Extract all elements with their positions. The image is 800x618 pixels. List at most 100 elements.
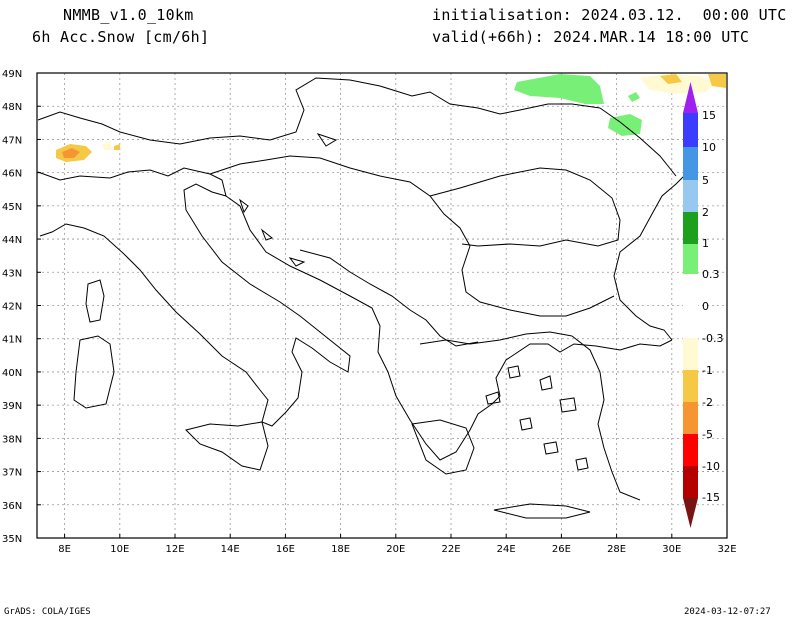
colorbar-label: -1	[702, 364, 713, 377]
field-title: 6h Acc.Snow [cm/6h]	[32, 28, 210, 46]
island-4	[316, 133, 338, 147]
lat-label: 48N	[2, 102, 22, 113]
turkey-coast	[571, 335, 641, 501]
adriatic-east-coast	[225, 195, 673, 461]
lat-label: 45N	[2, 202, 22, 213]
aegean-island-1	[507, 365, 521, 379]
aegean-island-3	[559, 397, 577, 413]
border-bulgaria	[461, 245, 615, 317]
model-title: NMMB_v1.0_10km	[63, 6, 194, 24]
island-2	[260, 228, 274, 241]
colorbar-label: 0.3	[702, 268, 720, 281]
border-romania	[429, 167, 621, 247]
colorbar-label: -5	[702, 428, 713, 441]
border-ukraine	[599, 107, 677, 177]
lon-label: 22E	[441, 544, 460, 555]
lat-label: 42N	[2, 302, 22, 313]
lat-lon-grid	[37, 73, 727, 538]
aegean-island-5	[543, 441, 559, 455]
border-balkans-2	[299, 249, 479, 347]
colorbar-label: 0	[702, 300, 709, 313]
snow-area-pale-ne	[640, 74, 716, 94]
colorbar-label: -15	[702, 491, 720, 504]
lat-label: 43N	[2, 268, 22, 279]
lat-label: 40N	[2, 368, 22, 379]
colorbar-band	[683, 212, 698, 244]
aegean-island-4	[519, 417, 533, 431]
lon-label: 32E	[717, 544, 736, 555]
lon-label: 20E	[386, 544, 405, 555]
colorbar-label: 2	[702, 206, 709, 219]
colorbar-top-arrow	[683, 82, 698, 113]
colorbar-band	[683, 402, 698, 434]
peloponnese-outline	[411, 419, 475, 475]
valid-time: valid(+66h): 2024.MAR.14 18:00 UTC	[432, 28, 750, 46]
colorbar-label: 1	[702, 237, 709, 250]
corsica-outline	[85, 279, 105, 323]
colorbar: 15 10 5 2 1 0.3 0 -0.3 -1 -2 -5 -10 -15	[683, 82, 723, 528]
lon-label: 8E	[58, 544, 71, 555]
init-time: initialisation: 2024.03.12. 00:00 UTC	[432, 6, 787, 24]
coastlines-borders	[37, 77, 685, 519]
snow-area-green-patch	[628, 92, 640, 102]
snow-area-yellow-ne	[660, 74, 682, 84]
italy-outline	[37, 167, 351, 427]
colorbar-label: 10	[702, 141, 716, 154]
lon-label: 14E	[221, 544, 240, 555]
snow-area-alps-small	[102, 142, 112, 150]
lon-label: 18E	[331, 544, 350, 555]
sardinia-outline	[73, 335, 115, 409]
aegean-island-6	[575, 457, 589, 471]
snow-area-green-ukraine	[514, 74, 604, 104]
render-timestamp: 2024-03-12-07:27	[684, 607, 771, 617]
lat-axis: 49N 48N 47N 46N 45N 44N 43N 42N 41N 40N 39N 38N 37N 3…	[2, 69, 41, 545]
colorbar-label: 15	[702, 109, 716, 122]
snow-area-alps-dot	[114, 144, 120, 150]
lon-label: 24E	[497, 544, 516, 555]
lat-label: 38N	[2, 434, 22, 445]
colorbar-label: 5	[702, 174, 709, 187]
border-north	[37, 77, 601, 145]
colorbar-band	[683, 244, 698, 274]
colorbar-band	[683, 147, 698, 180]
aegean-island-2	[539, 375, 553, 391]
aegean-island-7	[485, 391, 501, 405]
lon-label: 28E	[607, 544, 626, 555]
colorbar-band	[683, 113, 698, 147]
sicily-outline	[185, 421, 269, 471]
black-sea-coast	[613, 175, 685, 341]
colorbar-label: -10	[702, 460, 720, 473]
colorbar-label: -0.3	[702, 332, 723, 345]
grads-credit: GrADS: COLA/IGES	[4, 607, 91, 617]
lat-label: 36N	[2, 501, 22, 512]
colorbar-band	[683, 370, 698, 402]
island-1	[239, 198, 249, 214]
colorbar-band	[683, 338, 698, 370]
colorbar-band	[683, 434, 698, 466]
lon-label: 26E	[552, 544, 571, 555]
lat-label: 44N	[2, 235, 22, 246]
lat-label: 37N	[2, 468, 22, 479]
lon-label: 10E	[110, 544, 129, 555]
snow-area-yellow-ne2	[708, 74, 726, 88]
lon-label: 12E	[165, 544, 184, 555]
border-balkans-1	[209, 155, 471, 247]
colorbar-label: -2	[702, 396, 713, 409]
lat-label: 47N	[2, 135, 22, 146]
island-3	[288, 257, 306, 267]
lat-label: 49N	[2, 69, 22, 80]
crete-outline	[493, 503, 591, 519]
border-greece-north	[419, 331, 573, 345]
snow-fields	[56, 74, 726, 162]
lat-label: 41N	[2, 335, 22, 346]
lat-label: 46N	[2, 169, 22, 180]
lon-axis: 8E 10E 12E 14E 16E 18E 20E 22E 24E 26E 28E 30E 32E	[58, 534, 737, 555]
colorbar-band	[683, 466, 698, 498]
colorbar-bottom-arrow	[683, 498, 698, 528]
lon-label: 16E	[276, 544, 295, 555]
snow-area-alps-orange	[62, 148, 80, 158]
colorbar-band-zero	[683, 274, 698, 338]
lat-label: 39N	[2, 401, 22, 412]
lon-label: 30E	[662, 544, 681, 555]
